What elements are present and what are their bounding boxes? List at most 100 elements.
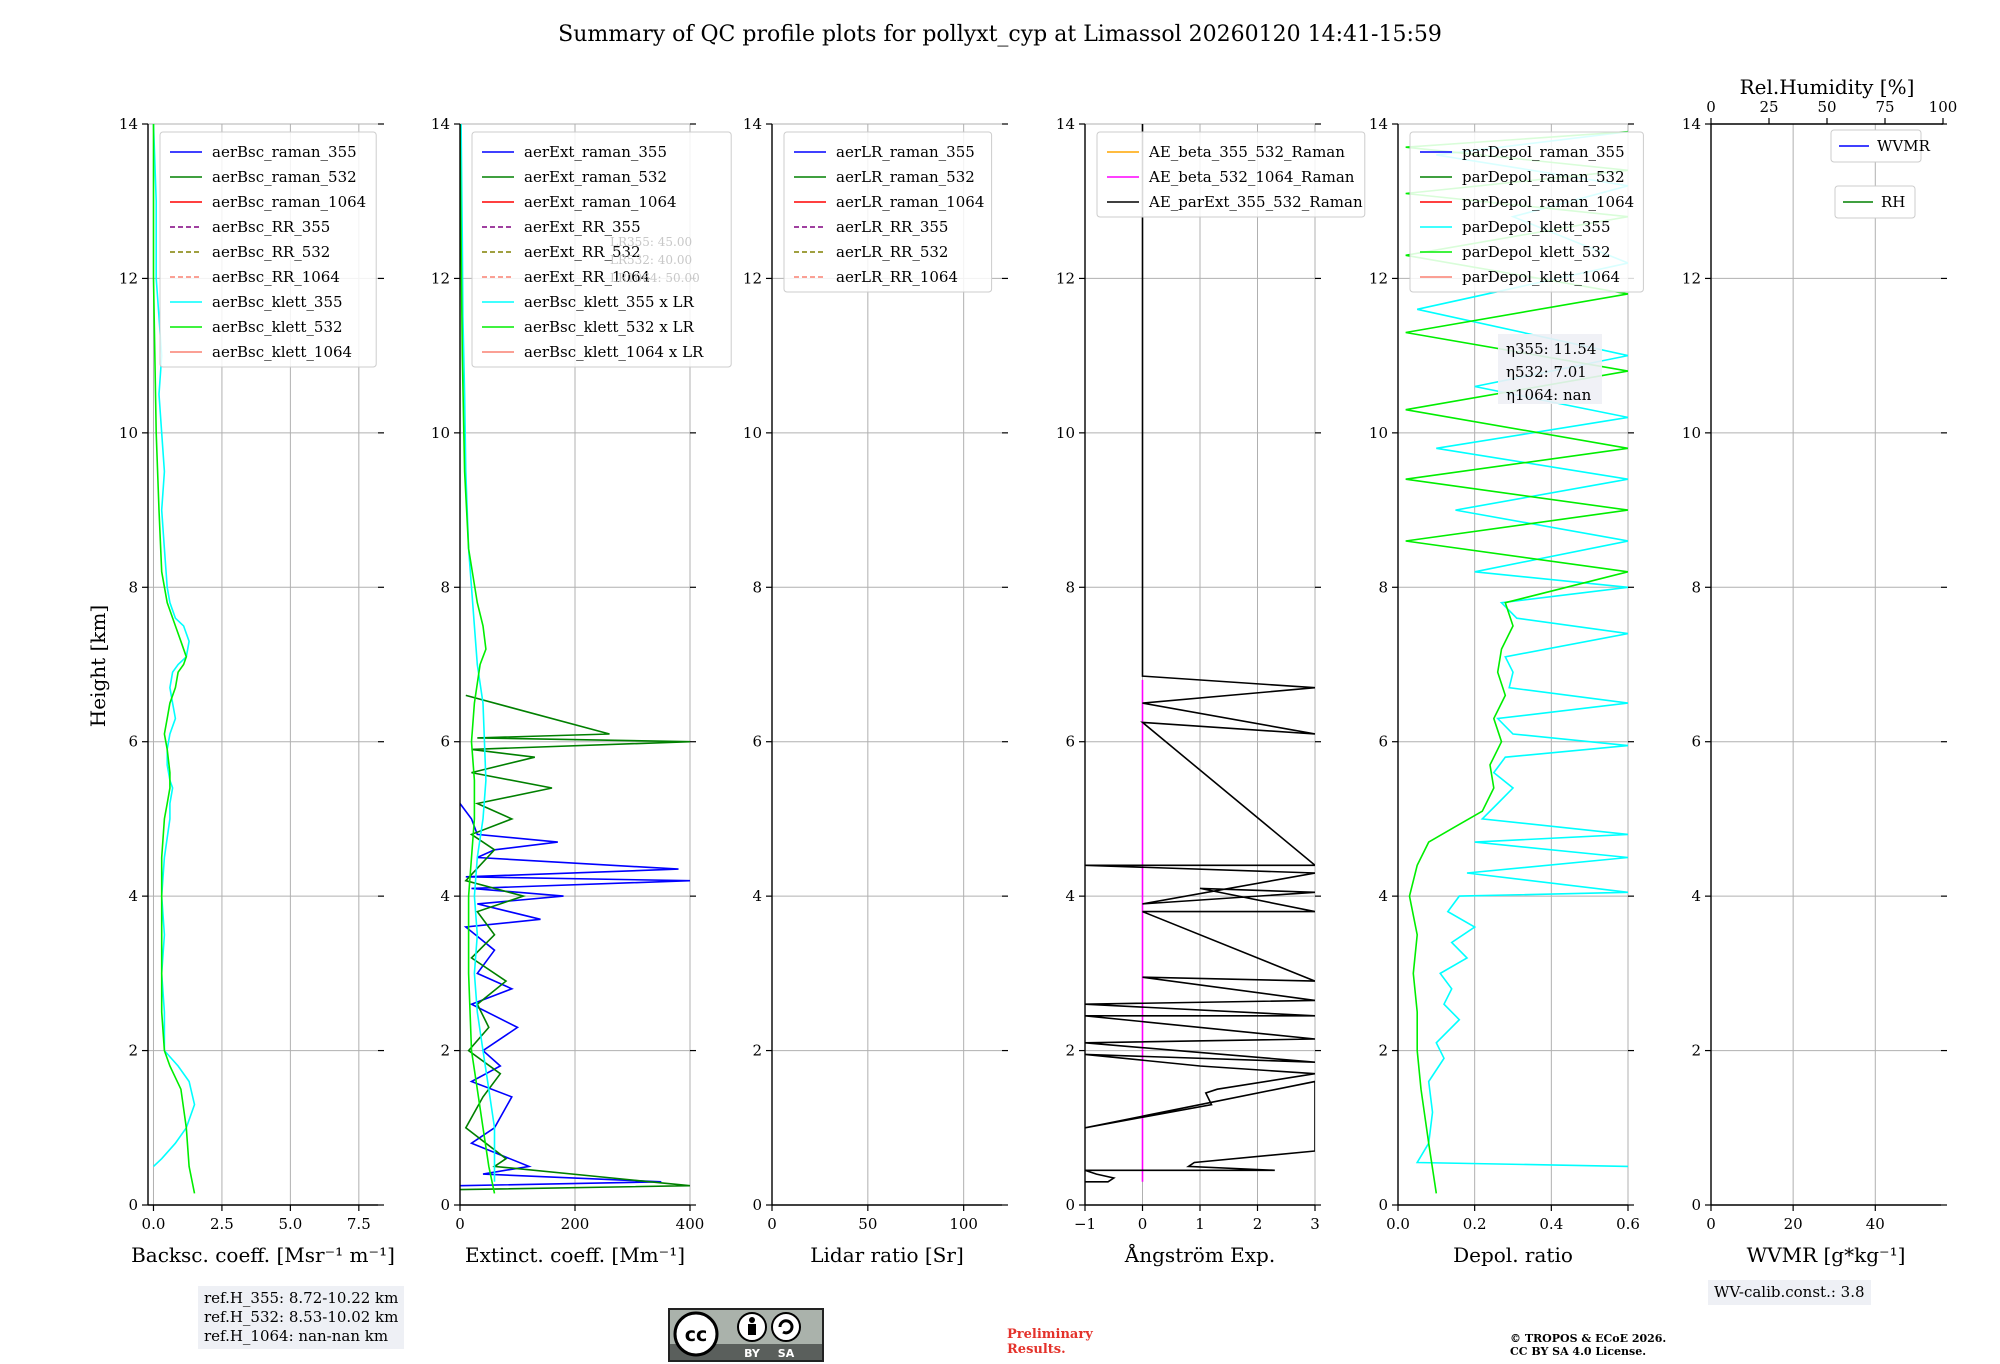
x-tick-label: 0	[1138, 1215, 1148, 1233]
legend-box	[1409, 131, 1644, 293]
eta-value: η1064: nan	[1506, 386, 1592, 404]
eta-value: η532: 7.01	[1506, 363, 1587, 381]
legend-label: aerExt_raman_355	[524, 143, 667, 161]
x-tick-label: 200	[561, 1215, 590, 1233]
legend-label: parDepol_raman_1064	[1462, 193, 1634, 211]
legend-label: aerExt_RR_532	[524, 243, 641, 261]
cc-text: cc	[685, 1324, 708, 1346]
y-tick-label: 6	[1065, 733, 1075, 751]
y-tick-label: 8	[1378, 578, 1388, 596]
legend-box	[471, 131, 732, 368]
y-tick-label: 12	[1682, 269, 1701, 287]
cc-circle-icon	[673, 1311, 719, 1357]
y-tick-label: 8	[1691, 578, 1701, 596]
y-tick-label: 4	[1065, 887, 1075, 905]
y-tick-label: 0	[128, 1196, 138, 1214]
top-x-tick-label: 25	[1759, 98, 1778, 116]
legend-label: aerLR_RR_355	[836, 218, 948, 236]
top-x-tick-label: 0	[1706, 98, 1716, 116]
x-axis-label: Depol. ratio	[1453, 1243, 1573, 1267]
y-tick-label: 6	[128, 733, 138, 751]
legend-label: aerBsc_klett_1064 x LR	[524, 343, 704, 361]
copyright-notice: © TROPOS & ECoE 2026. CC BY SA 4.0 Licen…	[1510, 1332, 1666, 1358]
x-tick-label: 1	[1195, 1215, 1205, 1233]
x-tick-label: 0.6	[1616, 1215, 1640, 1233]
legend-label: aerBsc_klett_532 x LR	[524, 318, 695, 336]
y-axis-label: Height [km]	[86, 604, 110, 728]
x-tick-label: 0	[455, 1215, 465, 1233]
sa-text: SA	[778, 1347, 795, 1360]
reference-height-box: ref.H_355: 8.72-10.22 km ref.H_532: 8.53…	[198, 1286, 405, 1349]
legend-label: aerLR_raman_532	[836, 168, 975, 186]
wvmr-legend-label: WVMR	[1877, 137, 1931, 155]
legend-label: parDepol_klett_355	[1462, 218, 1611, 236]
figure-title: Summary of QC profile plots for pollyxt_…	[558, 22, 1442, 47]
y-tick-label: 10	[743, 424, 762, 442]
eta-box	[1498, 334, 1602, 404]
y-tick-label: 0	[1065, 1196, 1075, 1214]
wvmr-legend-box	[1830, 129, 1922, 163]
copyright-line-2: CC BY SA 4.0 License.	[1510, 1345, 1647, 1358]
legend-label: aerBsc_raman_355	[212, 143, 357, 161]
legend-label: aerBsc_klett_355	[212, 293, 343, 311]
y-tick-label: 12	[743, 269, 762, 287]
legend-label: AE_parExt_355_532_Raman	[1148, 193, 1363, 211]
legend-label: aerLR_raman_355	[836, 143, 975, 161]
y-tick-label: 8	[440, 578, 450, 596]
x-tick-label: 7.5	[347, 1215, 371, 1233]
legend-label: aerLR_RR_1064	[836, 268, 958, 286]
x-tick-label: 0.2	[1463, 1215, 1487, 1233]
lidar-ratio-label: LR355: 45.00	[610, 235, 692, 249]
y-tick-label: 4	[1691, 887, 1701, 905]
eta-value: η355: 11.54	[1506, 340, 1596, 358]
y-tick-label: 0	[1378, 1196, 1388, 1214]
x-tick-label: 2.5	[210, 1215, 234, 1233]
x-tick-label: 100	[949, 1215, 978, 1233]
panel-depolarization: 0.0 0.2 0.4 0.6 0 2 4 6 8 10 12 14 Depol. ratio parDe…	[1369, 115, 1644, 1267]
x-axis-label: WVMR [g*kg⁻¹]	[1747, 1243, 1906, 1267]
lidar-ratio-label: LR532: 40.00	[610, 253, 692, 267]
y-tick-label: 12	[119, 269, 138, 287]
legend-label: aerExt_raman_532	[524, 168, 667, 186]
legend-label: aerBsc_klett_1064	[212, 343, 352, 361]
sa-arrow-icon	[778, 1319, 794, 1335]
y-tick-label: 8	[128, 578, 138, 596]
y-tick-label: 4	[440, 887, 450, 905]
rh-legend-label: RH	[1881, 193, 1905, 211]
x-tick-label: 20	[1784, 1215, 1803, 1233]
lidar-ratio-label: LR1064: 50.00	[610, 271, 700, 285]
x-tick-label: 0.0	[1386, 1215, 1410, 1233]
wv-calib-box: WV-calib.const.: 3.8	[1708, 1280, 1871, 1305]
x-axis-label: Extinct. coeff. [Mm⁻¹]	[465, 1243, 685, 1267]
y-tick-label: 14	[119, 115, 138, 133]
series-aerBsc_klett_532 x LR	[460, 124, 496, 1194]
x-tick-label: 3	[1310, 1215, 1320, 1233]
preliminary-results-label: Preliminary Results.	[1007, 1327, 1093, 1357]
legend-label: aerBsc_raman_532	[212, 168, 357, 186]
sa-circle-icon	[771, 1312, 801, 1342]
series-AE_parExt_355_532_Raman	[1085, 124, 1315, 1183]
panel-wvmr: 0 20 40 0 2 4 6 8 10 12 14 WVMR [g*kg⁻¹] 0 25 50 75 100 R…	[1682, 75, 1957, 1267]
y-tick-label: 2	[1065, 1042, 1075, 1060]
y-tick-label: 2	[752, 1042, 762, 1060]
top-x-tick-label: 75	[1875, 98, 1894, 116]
ref-height-355: ref.H_355: 8.72-10.22 km	[204, 1289, 399, 1307]
legend-label: aerBsc_RR_532	[212, 243, 330, 261]
y-tick-label: 14	[743, 115, 762, 133]
legend-label: aerBsc_klett_532	[212, 318, 343, 336]
legend-label: parDepol_raman_532	[1462, 168, 1625, 186]
x-tick-label: 400	[676, 1215, 705, 1233]
by-person-body	[748, 1324, 756, 1335]
y-tick-label: 6	[440, 733, 450, 751]
x-tick-label: 0	[767, 1215, 777, 1233]
cc-license-badge: cc BY SA	[668, 1308, 824, 1362]
legend-label: aerLR_raman_1064	[836, 193, 984, 211]
y-tick-label: 10	[119, 424, 138, 442]
rh-legend-box	[1834, 185, 1916, 219]
legend-label: aerBsc_raman_1064	[212, 193, 366, 211]
y-tick-label: 0	[440, 1196, 450, 1214]
panel-backscatter: 0.0 2.5 5.0 7.5 0 2 4 6 8 10 12 14 Backsc. coeff. [M…	[119, 115, 395, 1267]
legend-label: AE_beta_532_1064_Raman	[1148, 168, 1355, 186]
